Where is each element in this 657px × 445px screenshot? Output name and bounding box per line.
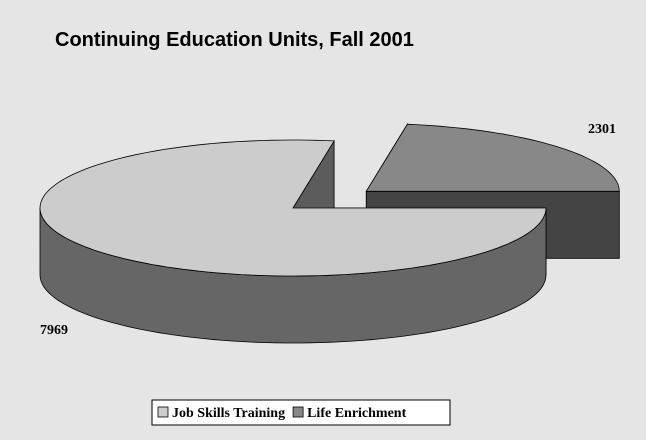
slice-top [39,139,547,277]
legend-label: Life Enrichment [307,406,406,421]
legend-label: Job Skills Training [172,406,285,421]
value-label: 2301 [588,122,616,137]
pie [39,122,620,344]
chart-title: Continuing Education Units, Fall 2001 [55,29,414,51]
value-label: 7969 [40,323,68,338]
legend: Job Skills Training Life Enrichment [151,399,451,426]
slice-top [365,123,620,192]
legend-swatch [292,406,304,418]
legend-swatch [157,406,169,418]
